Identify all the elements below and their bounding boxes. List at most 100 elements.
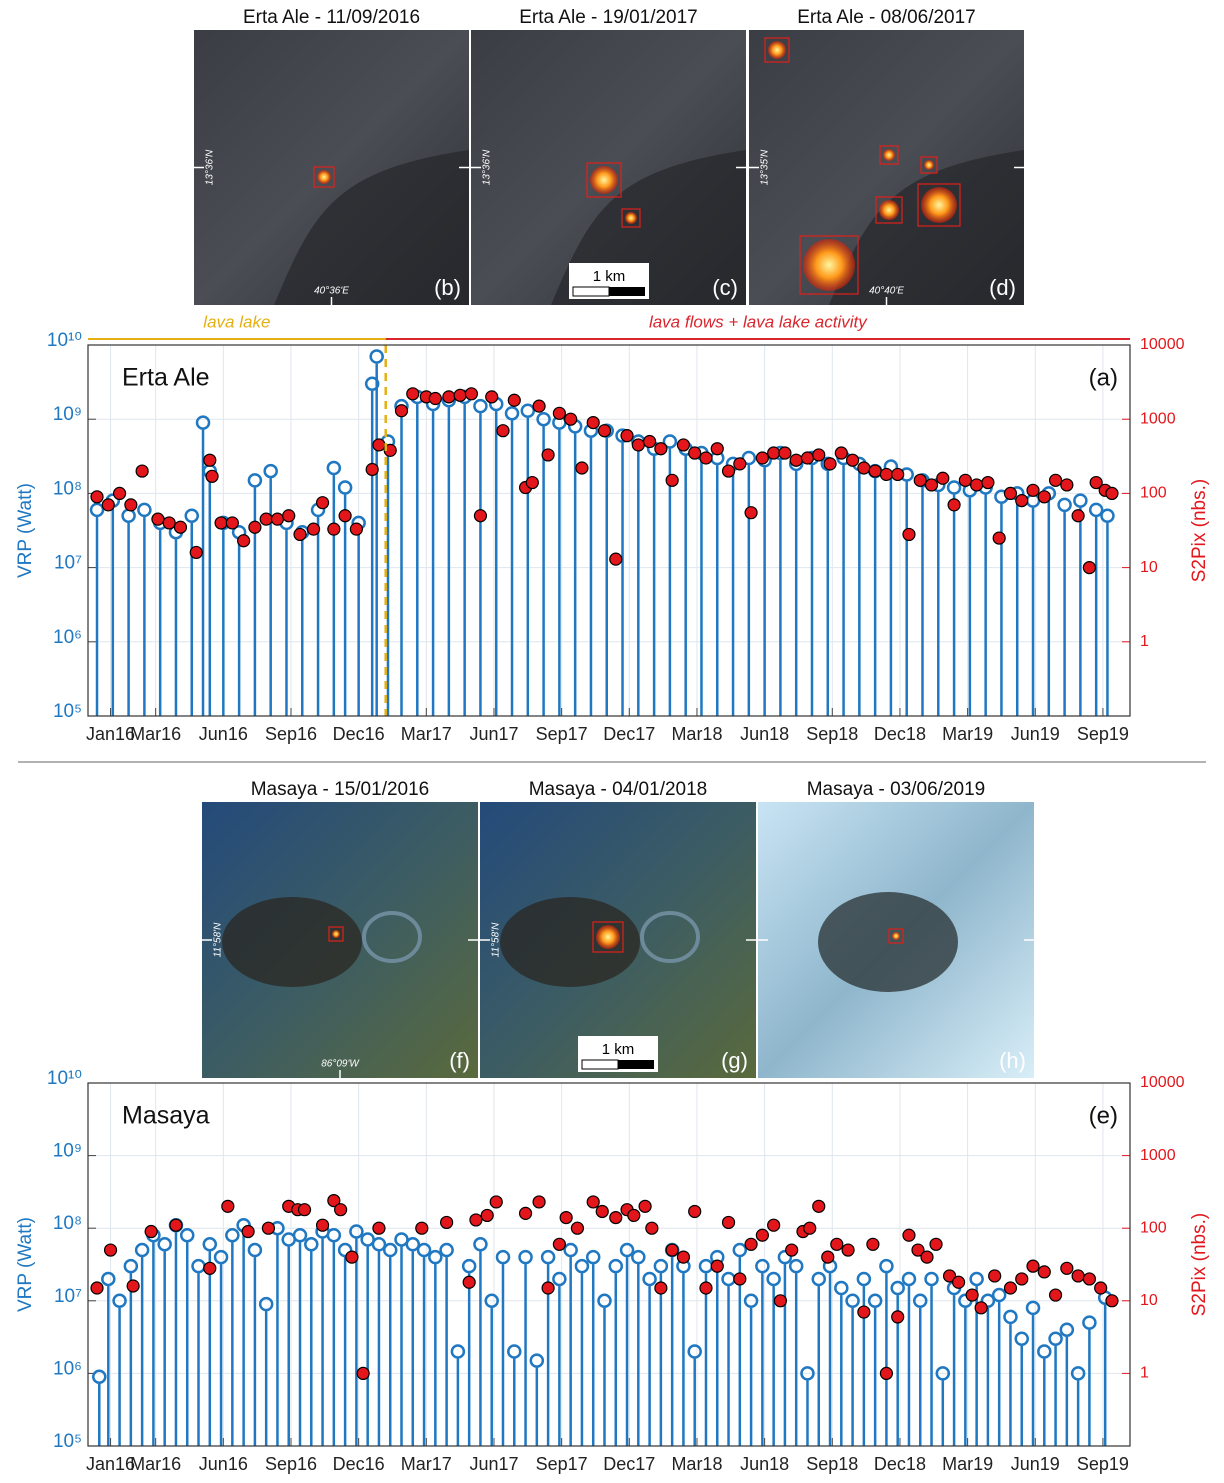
lava-field [274,150,469,305]
x-tick-label: Jan16 [86,1454,135,1474]
pixel-count-dot [90,490,104,504]
pixel-count-dot [965,1288,979,1302]
x-tick-label: Mar16 [130,1454,181,1474]
pixel-count-dot [947,498,961,512]
vrp-stem [804,450,820,716]
vrp-stem [1070,1366,1086,1446]
pixel-count-dot [688,1204,702,1219]
pixel-count-dot [259,512,273,526]
pixel-count-dot [315,496,330,510]
vrp-stem [811,1271,827,1446]
vrp-stem [915,473,930,716]
vrp-stem [473,398,488,716]
axes-frame [87,344,1131,717]
y2-tick-label: 10000 [1140,1074,1185,1091]
x-tick-label: Sep18 [806,1454,858,1474]
hotspot [803,239,855,291]
pixel-count-dot [169,1218,183,1232]
pixel-count-dot [1082,560,1097,575]
scale-bar-white [581,1059,619,1070]
vrp-stem [258,1296,274,1446]
vrp-stem [450,1344,466,1446]
pixel-count-dot [845,453,860,467]
vrp-stem [834,1280,849,1446]
image-label: (c) [712,275,738,300]
pixel-count-dot [688,446,702,460]
x-tick-label: Dec17 [603,1454,655,1474]
vrp-stem [1100,508,1115,716]
vrp-stem [380,434,396,716]
pixel-count-dot [665,473,679,487]
x-tick-label: Dec18 [874,724,926,744]
vrp-stem [202,463,218,716]
vrp-stem [856,1271,872,1446]
pixel-count-dot [699,451,713,465]
chart-title: Erta Ale [122,364,210,392]
vrp-stem [349,1224,364,1446]
x-tick-label: Sep18 [806,724,858,744]
vrp-stem [105,493,121,716]
image-label: (b) [434,275,461,300]
pixel-count-dot [552,1237,566,1251]
hotspot-box [875,196,903,224]
vrp-stem [457,389,472,716]
dark-flow [222,897,362,987]
pixel-count-dot [489,1195,503,1209]
pixel-count-dot [627,1208,641,1223]
pixel-count-dot [507,393,521,407]
pixel-count-dot [1037,1265,1051,1279]
vrp-stem [225,1228,240,1446]
vrp-stem [405,1237,421,1446]
pixel-count-dot [473,509,488,523]
pixel-count-dot [891,467,905,482]
image-title: Masaya - 03/06/2019 [807,779,986,800]
vrp-stem [563,1242,578,1446]
vrp-stem [202,1237,218,1446]
hotspot [924,160,934,170]
pixel-count-dot [879,1366,894,1381]
pixel-count-dot [327,1193,341,1208]
vrp-stem [292,1228,308,1446]
scale-bar-white [572,286,610,297]
pixel-count-dot [440,1215,454,1230]
vrp-stem [425,396,441,716]
pixel-count-dot [518,1206,533,1220]
image-title: Erta Ale - 19/01/2017 [519,7,698,28]
vrp-stem [168,1217,184,1446]
vrp-stem [121,508,136,716]
pixel-count-dot [237,534,251,548]
pixel-count-dot [144,1224,158,1239]
image-label: (g) [721,1048,748,1073]
pixel-count-dot [929,1237,943,1251]
pixel-count-dot [173,520,188,534]
pixel-count-dot [349,522,363,536]
pixel-count-dot [800,451,815,465]
vrp-stem [698,1258,714,1446]
pixel-count-dot [830,1237,844,1251]
vrp-stem [529,1353,545,1446]
pixel-count-dot [866,1237,880,1251]
vrp-stem [646,441,662,716]
vrp-stem [935,1366,951,1446]
vrp-stem [890,1280,905,1446]
y-axis-label: VRP (Watt) [15,483,36,578]
pixel-count-dot [496,424,510,438]
x-tick-label: Jun17 [469,724,518,744]
vrp-stem [687,1344,702,1446]
pixel-count-dot [205,469,219,483]
vrp-stem [191,1258,206,1446]
pixel-count-dot [241,1224,255,1239]
vrp-stem [552,1271,567,1446]
pixel-count-dot [841,1243,855,1257]
pixel-count-dot [586,415,600,430]
pixel-count-dot [112,486,127,500]
vrp-stem [721,1271,736,1446]
pixel-count-dot [778,446,792,460]
vrp-stem [991,1287,1007,1446]
vrp-stem [263,463,278,716]
x-tick-label: Sep16 [265,724,317,744]
pixel-count-dot [270,512,285,526]
pixel-count-dot [1105,486,1119,500]
pixel-count-dot [645,1221,659,1235]
